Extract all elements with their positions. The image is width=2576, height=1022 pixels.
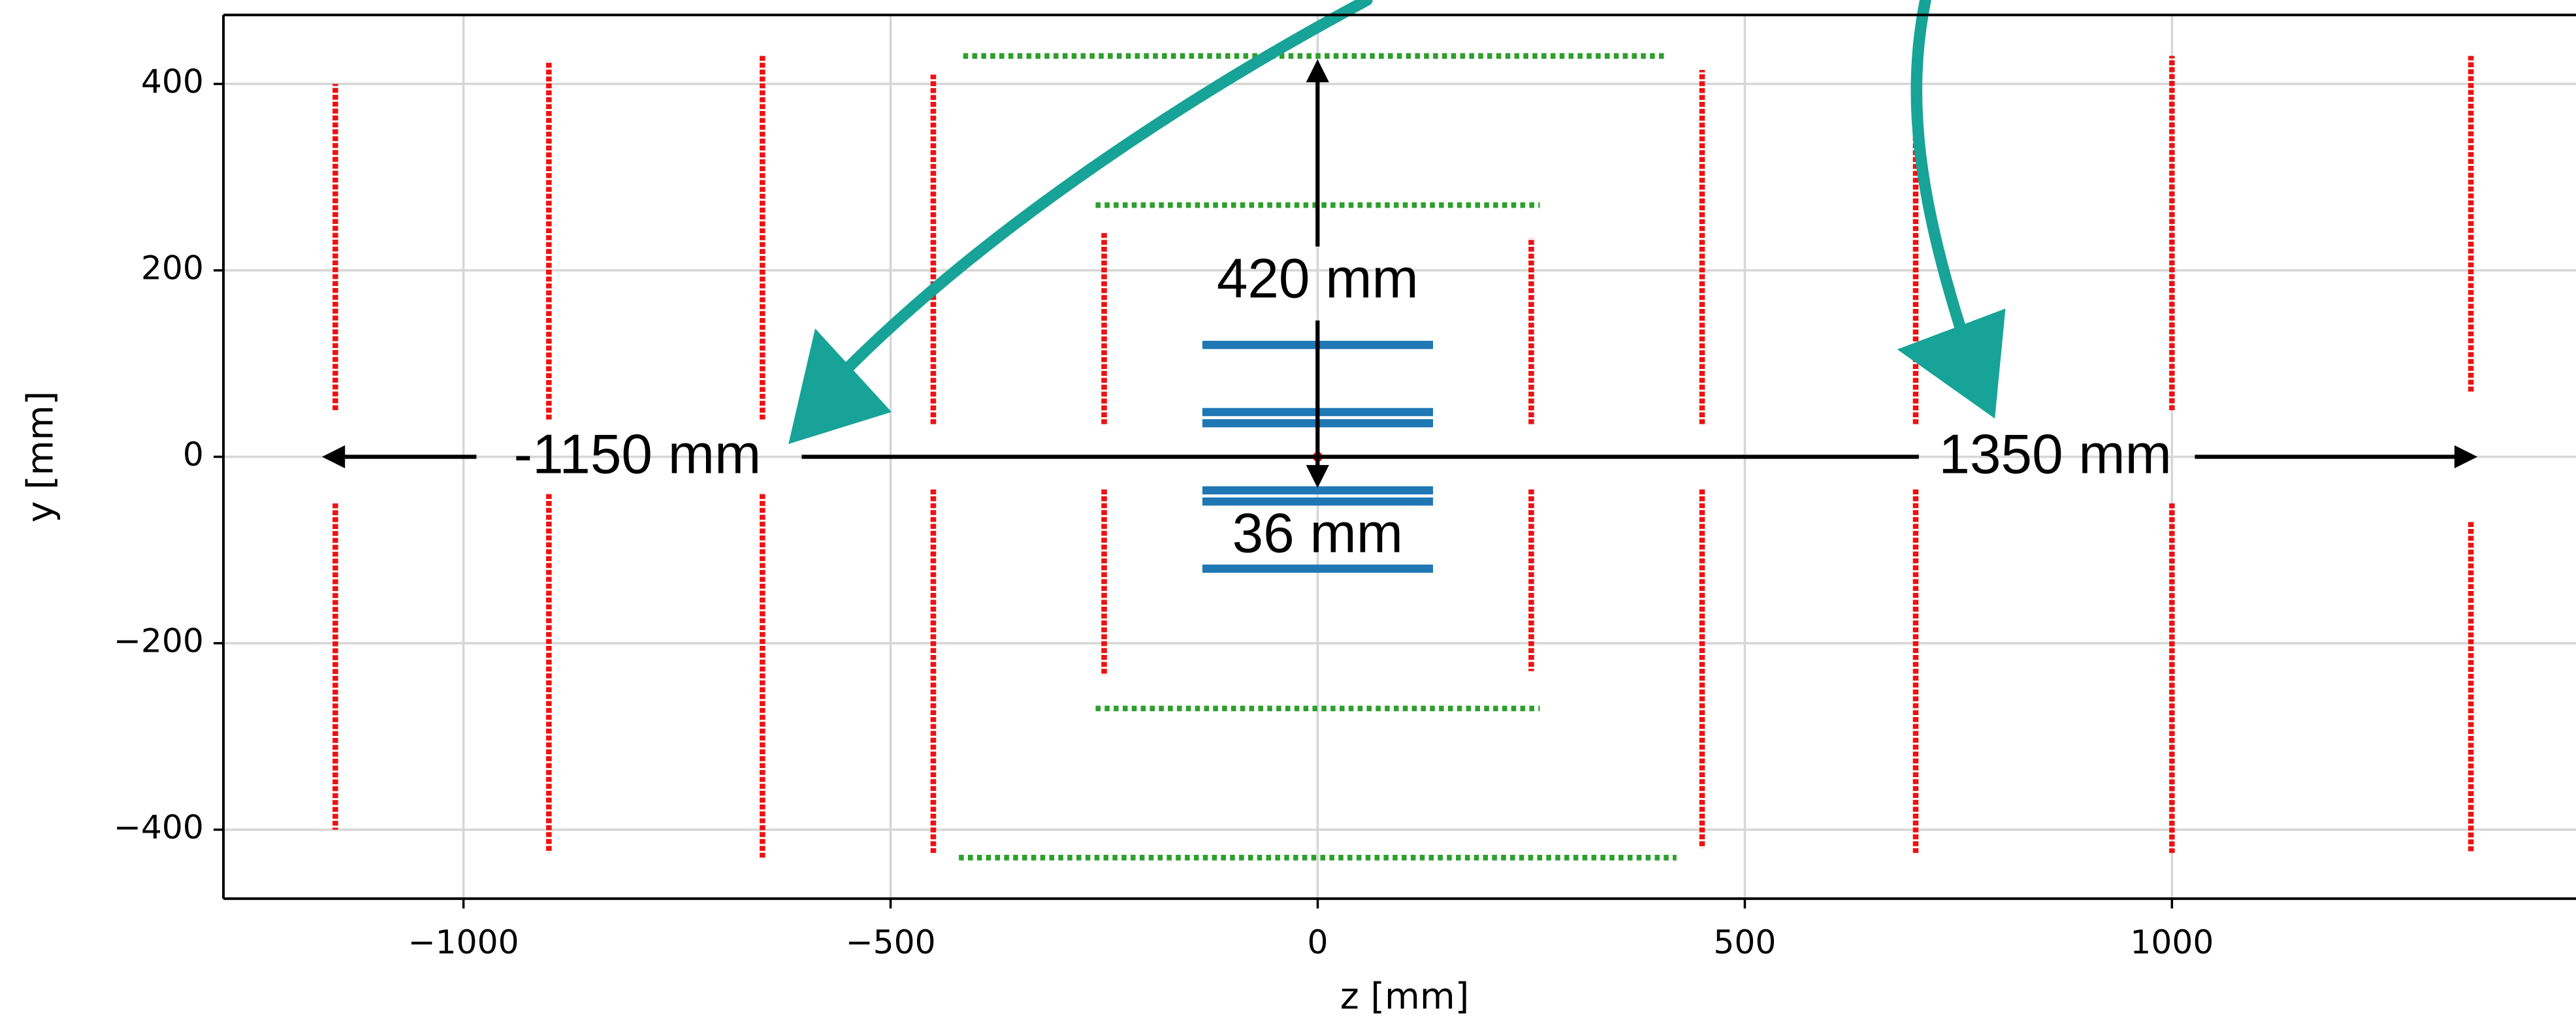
y-tick-label: 0 — [183, 435, 204, 473]
annotation: 36 mm — [1232, 502, 1403, 564]
y-tick-label: 400 — [141, 62, 204, 101]
hand-drawn-arrows — [788, 0, 2006, 444]
annotation: 420 mm — [1217, 248, 1419, 310]
x-tick-label: 0 — [1307, 923, 1328, 961]
arrow-heads — [322, 59, 2478, 488]
arrow-head — [2454, 445, 2478, 469]
arrow-head — [322, 445, 346, 469]
y-tick-label: −400 — [114, 808, 204, 846]
marks — [332, 53, 2474, 861]
y-tick-label: −200 — [114, 621, 204, 660]
teal-arrow — [1910, 0, 1969, 343]
annotation-arrows — [342, 75, 2460, 473]
x-axis-label: z [mm] — [1340, 976, 1470, 1018]
x-tick-label: 1000 — [2130, 923, 2214, 961]
y-tick-label: 200 — [141, 249, 204, 287]
arrow-head — [1306, 465, 1329, 488]
teal-arrow-head — [1897, 308, 2006, 419]
y-axis-label: y [mm] — [20, 391, 62, 522]
x-tick-label: −1000 — [408, 923, 519, 961]
x-tick-label: −500 — [845, 923, 935, 961]
teal-arrow-head — [788, 328, 892, 444]
arrow-head — [1306, 59, 1329, 83]
annotation: 1350 mm — [1939, 424, 2171, 486]
x-tick-label: 500 — [1713, 923, 1776, 961]
teal-arrow — [840, 0, 1373, 375]
annotation: -1150 mm — [514, 424, 762, 486]
